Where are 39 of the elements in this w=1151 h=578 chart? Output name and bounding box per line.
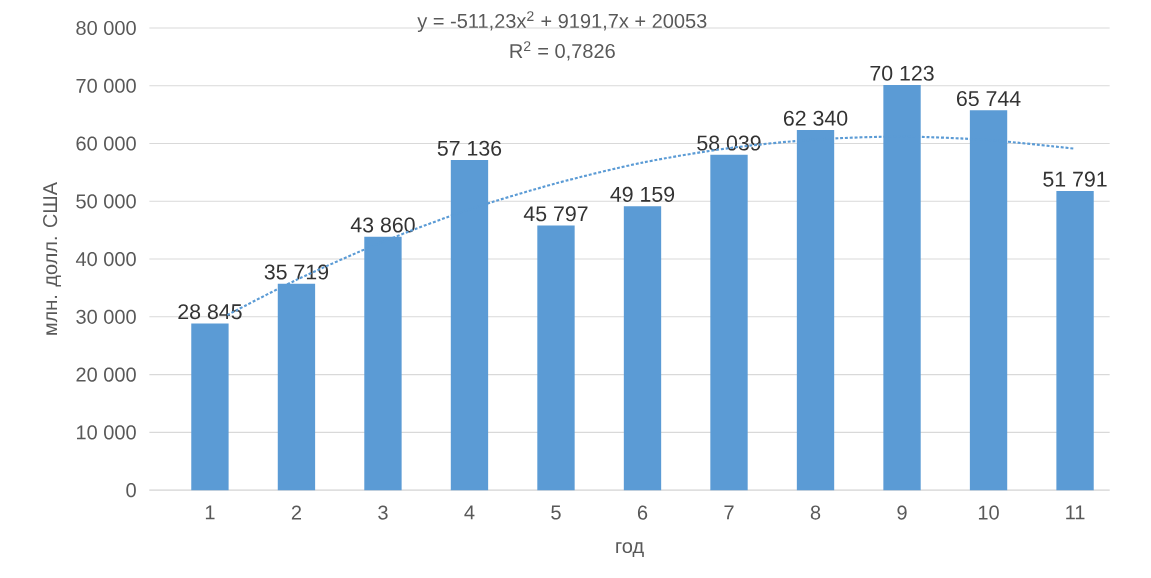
x-tick-label: 8 (810, 505, 821, 520)
data-label: 28 845 (178, 304, 242, 320)
y-tick-label: 30 000 (76, 309, 136, 324)
y-tick-label: 20 000 (76, 367, 136, 382)
x-tick-label: 7 (724, 505, 734, 520)
x-tick-label: 3 (378, 505, 388, 520)
x-tick-label: 10 (978, 505, 999, 520)
x-tick-label: 2 (291, 505, 302, 520)
x-tick-label: 1 (205, 505, 215, 520)
y-tick-label: 0 (126, 482, 136, 498)
y-tick-label: 80 000 (76, 20, 136, 35)
data-label: 57 136 (437, 140, 502, 156)
data-label: 45 797 (523, 206, 588, 222)
data-label: 62 340 (783, 110, 848, 126)
annotation: R$^{2}$ = 0,7826 (510, 41, 615, 61)
bar (537, 225, 575, 491)
y-tick-label: 60 000 (76, 136, 136, 151)
x-axis-title: год (616, 542, 644, 557)
x-tick-label: 5 (551, 505, 561, 520)
data-label: 70 123 (870, 65, 934, 81)
bar (623, 206, 662, 491)
y-tick-label: 70 000 (76, 78, 136, 93)
bar (191, 323, 229, 491)
data-label: 58 039 (697, 135, 761, 151)
y-tick-label: 50 000 (76, 194, 136, 209)
x-tick-label: 6 (637, 505, 648, 520)
x-tick-label: 11 (1066, 505, 1085, 520)
bar (710, 154, 748, 491)
bar (1056, 190, 1094, 491)
data-label: 51 791 (1043, 171, 1107, 187)
y-tick-label: 10 000 (77, 425, 136, 440)
x-tick-label: 4 (464, 505, 475, 520)
data-label: 43 860 (350, 217, 415, 233)
y-axis-title: млн. долл. США (43, 181, 61, 335)
data-label: 65 744 (956, 90, 1021, 107)
data-label: 49 159 (610, 186, 675, 202)
annotation: y = -511,23x$^{2}$ + 9191,7x + 20053 (417, 11, 707, 32)
x-tick-label: 9 (897, 505, 907, 520)
y-tick-label: 40 000 (75, 251, 136, 267)
